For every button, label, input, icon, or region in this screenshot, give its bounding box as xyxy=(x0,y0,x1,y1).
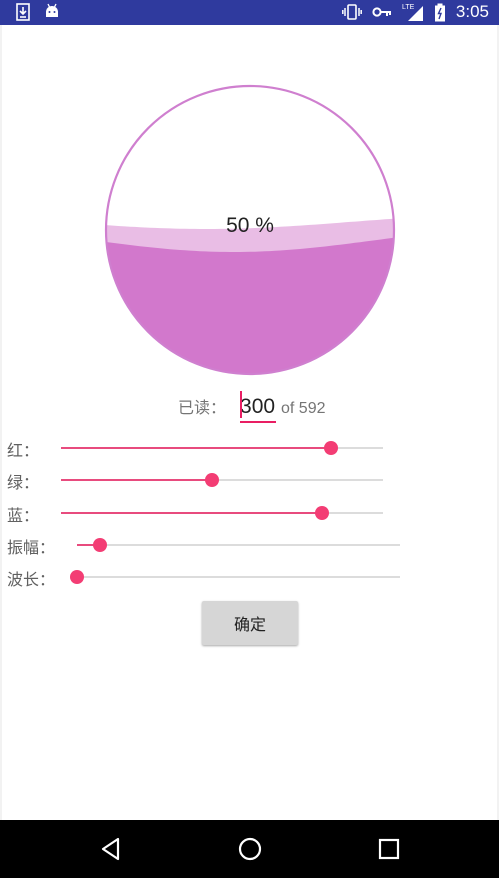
read-label: 已读： xyxy=(178,398,227,417)
confirm-button[interactable]: 确定 xyxy=(202,601,298,645)
slider-green-track[interactable] xyxy=(61,473,383,487)
front-wave xyxy=(106,236,394,374)
slider-amplitude-thumb[interactable] xyxy=(92,538,107,552)
android-icon xyxy=(46,3,58,17)
read-count-input[interactable]: 300 xyxy=(240,391,277,423)
slider-green-label: 绿： xyxy=(7,473,40,492)
battery-icon xyxy=(434,3,445,21)
slider-amplitude: 振幅： xyxy=(0,529,499,561)
slider-red-thumb[interactable] xyxy=(324,441,339,455)
signal-icon: LTE xyxy=(402,4,423,21)
recents-icon[interactable] xyxy=(374,834,404,864)
status-bar-system-icons: LTE 3:05 xyxy=(341,2,489,22)
status-bar-notifications xyxy=(16,3,60,21)
slider-wavelength-track[interactable] xyxy=(70,570,400,584)
network-type-label: LTE xyxy=(402,4,415,11)
download-icon xyxy=(16,3,30,21)
slider-amplitude-track[interactable] xyxy=(77,538,400,552)
slider-wavelength-label: 波长： xyxy=(7,570,56,589)
status-bar: LTE 3:05 xyxy=(0,0,499,25)
slider-wavelength-thumb[interactable] xyxy=(70,570,84,584)
wave-progress-view xyxy=(104,84,396,376)
wave-percent-label: 50 % xyxy=(226,214,274,237)
text-cursor xyxy=(240,391,243,418)
slider-amplitude-fill xyxy=(77,544,100,546)
clock: 3:05 xyxy=(455,2,489,21)
back-icon[interactable] xyxy=(96,834,126,864)
slider-blue-label: 蓝： xyxy=(7,506,40,525)
slider-red-label: 红： xyxy=(7,441,40,460)
slider-red-track[interactable] xyxy=(61,441,383,455)
slider-green: 绿： xyxy=(0,464,499,496)
read-count-value: 300 xyxy=(240,395,276,418)
vibrate-icon xyxy=(341,4,362,20)
slider-blue-fill xyxy=(61,512,322,514)
slider-red-fill xyxy=(61,447,332,449)
slider-red: 红： xyxy=(0,432,499,464)
vpn-key-icon xyxy=(372,7,391,17)
wave-border xyxy=(104,84,396,376)
navigation-bar xyxy=(0,820,499,878)
right-edge xyxy=(497,25,499,820)
slider-green-fill xyxy=(61,479,213,481)
slider-blue-track[interactable] xyxy=(61,506,383,520)
total-count: of 592 xyxy=(281,400,326,417)
slider-amplitude-label: 振幅： xyxy=(7,538,56,557)
home-icon[interactable] xyxy=(235,834,265,864)
slider-green-thumb[interactable] xyxy=(205,473,220,487)
read-progress-row: 已读： 300 of 592 xyxy=(178,391,326,424)
left-edge xyxy=(0,25,2,820)
slider-blue-thumb[interactable] xyxy=(314,506,329,520)
slider-wavelength: 波长： xyxy=(0,561,499,593)
slider-blue: 蓝： xyxy=(0,497,499,529)
